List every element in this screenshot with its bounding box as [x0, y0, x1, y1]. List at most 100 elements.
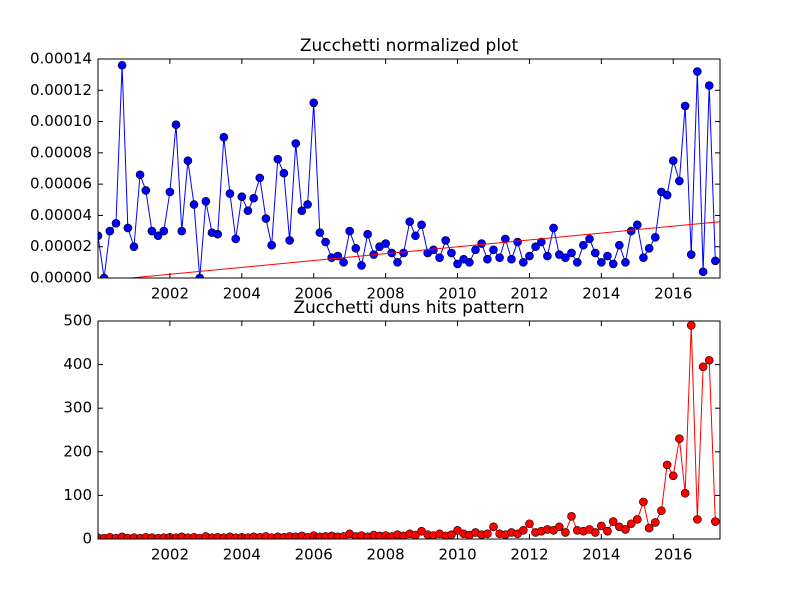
marker	[453, 259, 462, 269]
y-tick-label: 0.00004	[30, 206, 92, 224]
y-tick-label: 0.00010	[30, 112, 92, 130]
marker	[489, 522, 498, 532]
y-tick-label: 200	[63, 442, 92, 460]
x-tick-label: 2002	[151, 285, 189, 303]
marker	[405, 217, 415, 226]
marker	[615, 240, 624, 250]
marker	[608, 259, 618, 269]
x-tick-label: 2008	[367, 546, 405, 564]
marker	[435, 253, 444, 262]
y-tick-label: 0.00000	[30, 269, 92, 287]
chart-title: Zucchetti normalized plot	[300, 36, 519, 56]
marker	[590, 528, 600, 537]
marker	[471, 245, 480, 255]
marker	[489, 245, 498, 255]
marker	[381, 239, 390, 248]
marker	[608, 517, 618, 526]
x-tick-label: 2004	[223, 546, 261, 564]
marker	[183, 156, 193, 165]
marker	[537, 237, 546, 247]
x-tick-label: 2016	[654, 285, 692, 303]
trend-line	[125, 221, 720, 278]
y-tick-label: 300	[63, 399, 92, 417]
marker	[105, 226, 115, 236]
marker	[477, 239, 486, 248]
marker	[639, 253, 648, 262]
marker	[633, 220, 642, 230]
x-tick-label: 2010	[438, 285, 476, 303]
x-tick-label: 2002	[151, 546, 189, 564]
marker	[411, 530, 420, 539]
marker	[111, 218, 121, 228]
marker	[680, 101, 690, 111]
marker	[147, 226, 157, 236]
marker	[711, 517, 720, 526]
marker	[675, 176, 684, 186]
marker	[621, 525, 630, 534]
marker	[579, 240, 588, 250]
marker	[321, 237, 330, 247]
chart-title: Zucchetti duns hits pattern	[293, 298, 524, 318]
marker	[285, 236, 294, 245]
y-tick-label: 100	[63, 486, 92, 504]
marker	[297, 206, 307, 216]
marker	[585, 234, 594, 244]
marker	[525, 519, 534, 529]
marker	[597, 521, 606, 531]
marker	[309, 98, 319, 108]
plot-area	[98, 60, 720, 278]
marker	[567, 248, 576, 258]
y-tick-label: 0.00008	[30, 143, 92, 161]
marker	[711, 256, 720, 266]
x-tick-label: 2014	[582, 546, 620, 564]
axes-frame	[97, 58, 721, 279]
marker	[525, 251, 534, 261]
marker	[135, 170, 145, 180]
marker	[633, 515, 642, 524]
marker	[243, 206, 253, 216]
marker	[561, 253, 570, 262]
marker	[519, 258, 528, 267]
marker	[554, 522, 564, 532]
marker	[483, 254, 492, 264]
marker	[662, 460, 672, 470]
marker	[549, 223, 558, 233]
marker	[590, 248, 600, 258]
marker	[153, 231, 163, 241]
marker	[441, 236, 450, 245]
marker	[686, 250, 696, 259]
marker	[411, 231, 420, 241]
x-tick-label: 2010	[438, 546, 476, 564]
marker	[693, 515, 702, 524]
marker	[201, 197, 211, 206]
y-tick-label: 500	[63, 312, 92, 330]
marker	[123, 223, 133, 233]
marker	[483, 529, 492, 539]
x-tick-label: 2006	[295, 546, 333, 564]
marker	[279, 168, 289, 178]
marker	[393, 258, 402, 267]
marker	[621, 258, 630, 267]
marker	[603, 526, 612, 536]
marker	[698, 362, 708, 372]
marker	[189, 200, 199, 209]
marker	[399, 248, 408, 258]
y-tick-label: 0.00006	[30, 175, 92, 193]
marker	[561, 528, 570, 537]
marker	[417, 220, 426, 230]
marker	[195, 273, 205, 278]
marker	[680, 488, 690, 498]
marker	[501, 234, 510, 244]
marker	[626, 519, 636, 529]
marker	[171, 120, 181, 129]
marker	[165, 187, 175, 197]
y-tick-label: 400	[63, 355, 92, 373]
axes-frame	[97, 320, 721, 540]
marker	[219, 132, 229, 142]
marker	[704, 81, 714, 90]
marker	[117, 60, 127, 70]
marker	[213, 229, 223, 239]
marker	[644, 523, 654, 533]
